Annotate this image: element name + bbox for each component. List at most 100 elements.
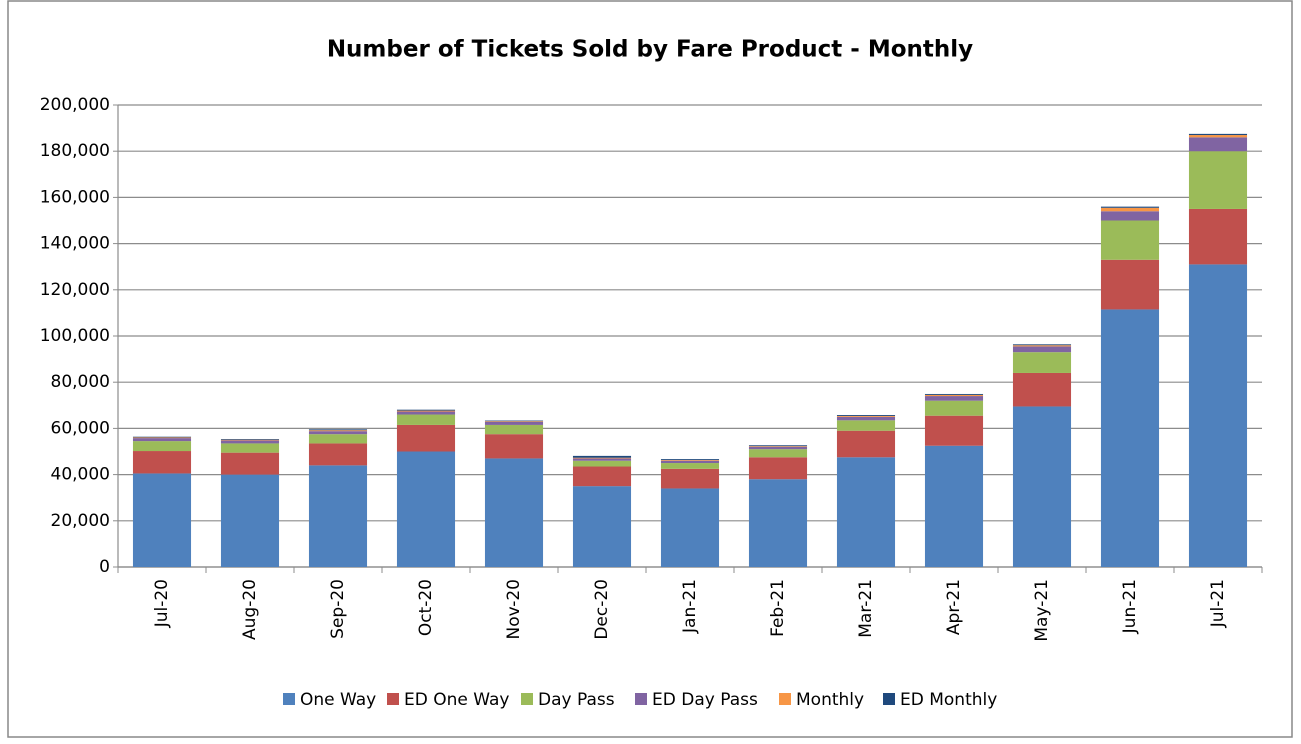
bar-segment xyxy=(396,411,456,415)
bar-segment xyxy=(220,439,280,440)
x-tick-label: Jun-21 xyxy=(1120,579,1140,634)
bar-segment xyxy=(1100,259,1160,310)
chart-frame xyxy=(7,0,1293,738)
chart-title: Number of Tickets Sold by Fare Product -… xyxy=(327,37,973,63)
y-tick-label: 20,000 xyxy=(51,511,110,531)
bar-segment xyxy=(924,394,984,397)
bar-segment xyxy=(836,457,896,567)
bar-segment xyxy=(396,451,456,567)
x-tick-label: Oct-20 xyxy=(416,579,436,636)
bar-segment xyxy=(220,439,280,441)
bar-segment xyxy=(572,455,632,458)
bar-segment xyxy=(1012,406,1072,567)
bar-segment xyxy=(308,465,368,567)
bar-segment xyxy=(924,393,984,395)
bar-segment xyxy=(836,420,896,431)
legend-swatch xyxy=(883,693,895,705)
y-tick-label: 200,000 xyxy=(40,95,110,115)
y-tick-label: 180,000 xyxy=(40,141,110,161)
bar-segment xyxy=(1188,208,1248,265)
y-tick-label: 60,000 xyxy=(51,418,110,438)
bar-segment xyxy=(1012,345,1072,347)
bar-segment xyxy=(1188,137,1248,152)
bar-segment xyxy=(748,449,808,458)
bar-segment xyxy=(132,436,192,438)
legend-label: ED Day Pass xyxy=(652,690,758,710)
bar-segment xyxy=(924,396,984,401)
bar-segment xyxy=(572,466,632,487)
legend-swatch xyxy=(521,693,533,705)
bar-segment xyxy=(748,479,808,567)
legend-label: ED Monthly xyxy=(900,690,997,710)
legend-label: Monthly xyxy=(796,690,864,710)
legend-swatch xyxy=(387,693,399,705)
bar-segment xyxy=(1100,309,1160,567)
bar-segment xyxy=(660,468,720,489)
bar-segment xyxy=(1012,344,1072,346)
bar-segment xyxy=(1100,206,1160,208)
bar-segment xyxy=(396,409,456,411)
y-tick-label: 160,000 xyxy=(40,187,110,207)
bar-segment xyxy=(660,460,720,461)
x-tick-label: Apr-21 xyxy=(944,579,964,635)
bar-segment xyxy=(1012,346,1072,353)
bar-segment xyxy=(660,460,720,464)
x-tick-label: Feb-21 xyxy=(768,579,788,637)
bar-segment xyxy=(132,437,192,439)
bar-segment xyxy=(1100,207,1160,212)
bar-segment xyxy=(308,431,368,435)
y-tick-label: 100,000 xyxy=(40,326,110,346)
y-tick-label: 120,000 xyxy=(40,280,110,300)
bar-segment xyxy=(748,457,808,480)
bar-segment xyxy=(132,451,192,474)
x-tick-label: Jul-21 xyxy=(1208,579,1228,628)
x-tick-label: Aug-20 xyxy=(240,579,260,640)
bar-segment xyxy=(836,430,896,458)
bar-segment xyxy=(308,443,368,466)
bar-segment xyxy=(1100,211,1160,221)
bar-segment xyxy=(308,430,368,432)
bar-segment xyxy=(924,445,984,567)
bar-segment xyxy=(572,460,632,467)
bar-segment xyxy=(924,400,984,416)
bar-segment xyxy=(220,452,280,475)
bar-segment xyxy=(748,446,808,450)
bar-segment xyxy=(1188,264,1248,567)
bar-segment xyxy=(1188,135,1248,138)
bar-segment xyxy=(484,420,544,422)
bar-segment xyxy=(836,415,896,416)
bar-segment xyxy=(396,424,456,452)
bar-segment xyxy=(220,474,280,567)
legend-label: ED One Way xyxy=(404,690,509,710)
bar-segment xyxy=(308,434,368,444)
bar-segment xyxy=(748,446,808,447)
bar-segment xyxy=(132,438,192,442)
x-tick-label: May-21 xyxy=(1032,579,1052,642)
x-tick-label: Mar-21 xyxy=(856,579,876,638)
x-tick-label: Sep-20 xyxy=(328,579,348,639)
x-tick-label: Dec-20 xyxy=(592,579,612,640)
y-tick-label: 40,000 xyxy=(51,465,110,485)
y-tick-label: 0 xyxy=(99,557,110,577)
bar-segment xyxy=(572,486,632,567)
bar-segment xyxy=(308,429,368,431)
legend-swatch xyxy=(283,693,295,705)
bar-segment xyxy=(660,459,720,461)
bar-segment xyxy=(836,415,896,417)
x-tick-label: Nov-20 xyxy=(504,579,524,640)
bar-segment xyxy=(484,434,544,459)
bar-segment xyxy=(396,410,456,412)
legend-label: Day Pass xyxy=(538,690,615,710)
bar-segment xyxy=(660,488,720,567)
bar-segment xyxy=(484,458,544,567)
bar-segment xyxy=(220,440,280,444)
bar-segment xyxy=(484,421,544,425)
bar-segment xyxy=(132,441,192,452)
bar-segment xyxy=(748,445,808,447)
bar-segment xyxy=(484,421,544,422)
y-tick-label: 140,000 xyxy=(40,234,110,254)
bar-segment xyxy=(572,458,632,461)
bar-segment xyxy=(1188,151,1248,209)
